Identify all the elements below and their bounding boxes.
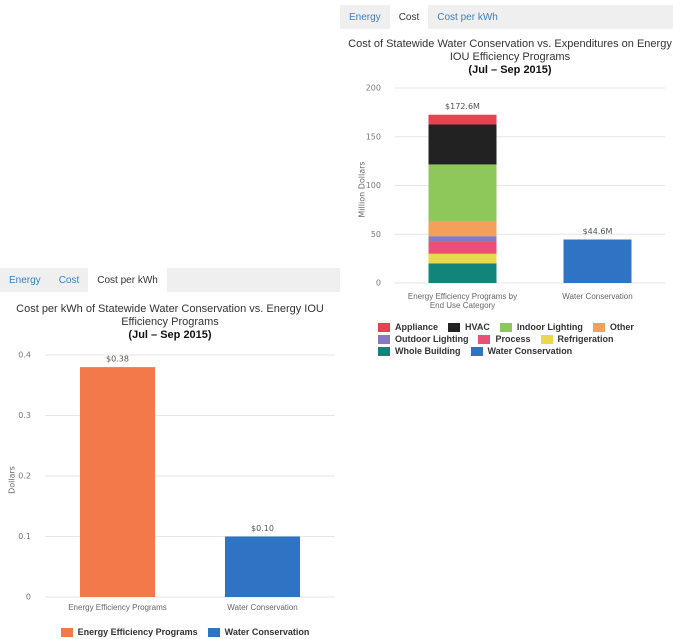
tab[interactable]: Energy xyxy=(9,274,41,286)
tab[interactable]: Cost per kWh xyxy=(437,11,498,23)
stack-total-label: $172.6M xyxy=(445,102,480,111)
bar xyxy=(80,367,155,597)
y-tick-label: 0.3 xyxy=(18,411,31,420)
bar xyxy=(428,263,497,283)
legend-item[interactable]: Process xyxy=(478,333,531,345)
legend-label: Water Conservation xyxy=(224,627,310,637)
chart-subtitle: (Jul – Sep 2015) xyxy=(128,329,212,341)
bar xyxy=(563,239,632,283)
legend-label: Refrigeration xyxy=(557,334,614,344)
bar xyxy=(428,114,497,125)
legend-item[interactable]: Outdoor Lighting xyxy=(378,333,468,345)
legend-item[interactable]: Indoor Lighting xyxy=(499,321,583,333)
legend-item[interactable]: HVAC xyxy=(448,321,490,333)
y-tick-label: 100 xyxy=(366,181,381,190)
legend-swatch xyxy=(592,322,605,332)
y-axis-title: Million Dollars xyxy=(358,161,367,217)
bar xyxy=(428,221,497,237)
x-tick-label: Water Conservation xyxy=(562,292,633,301)
y-tick-label: 0 xyxy=(26,593,31,602)
chart-title: Cost per kWh of Statewide Water Conserva… xyxy=(16,303,324,328)
legend-swatch xyxy=(470,346,483,356)
legend-swatch xyxy=(478,334,491,344)
legend-label: Water Conservation xyxy=(487,346,573,356)
legend-swatch xyxy=(378,346,390,356)
bar xyxy=(428,236,497,242)
legend-item[interactable]: Water Conservation xyxy=(470,345,573,357)
legend-swatch xyxy=(378,334,390,344)
legend-label: Energy Efficiency Programs xyxy=(77,627,198,637)
legend-item[interactable]: Refrigeration xyxy=(540,333,614,345)
legend-swatch xyxy=(448,322,461,332)
legend-label: Whole Building xyxy=(395,346,461,356)
legend-label: Other xyxy=(609,322,634,332)
bar xyxy=(428,164,497,222)
legend-item[interactable]: Energy Efficiency Programs xyxy=(60,626,198,638)
y-tick-label: 0.2 xyxy=(18,472,31,481)
tab[interactable]: Energy xyxy=(349,11,381,23)
y-tick-label: 0.4 xyxy=(18,351,31,360)
legend-swatch xyxy=(378,322,390,332)
tab-bar: Energy Cost Cost per kWh xyxy=(0,268,340,292)
legend: Energy Efficiency Programs Water Conserva… xyxy=(40,626,340,638)
x-tick-label: Energy Efficiency Programs xyxy=(68,603,167,612)
y-tick-label: 150 xyxy=(366,132,381,141)
y-axis-title: Dollars xyxy=(8,466,17,494)
chart-subtitle: (Jul – Sep 2015) xyxy=(468,64,552,76)
chart-title: Cost of Statewide Water Conservation vs.… xyxy=(348,38,672,63)
y-tick-label: 0.1 xyxy=(18,532,31,541)
legend-item[interactable]: Whole Building xyxy=(378,345,461,357)
legend-label: Appliance xyxy=(395,322,439,332)
tab[interactable]: Cost per kWh xyxy=(88,268,167,292)
legend-label: HVAC xyxy=(465,322,490,332)
bar xyxy=(428,253,497,264)
legend-swatch xyxy=(540,334,553,344)
bar xyxy=(225,536,300,597)
y-tick-label: 200 xyxy=(366,84,381,93)
legend-item[interactable]: Appliance xyxy=(378,321,438,333)
legend-label: Outdoor Lighting xyxy=(395,334,469,344)
legend-label: Indoor Lighting xyxy=(516,322,583,332)
tab[interactable]: Cost xyxy=(58,274,80,286)
legend-item[interactable]: Other xyxy=(592,321,634,333)
legend-swatch xyxy=(60,627,73,637)
legend-label: Process xyxy=(495,334,531,344)
data-label: $0.10 xyxy=(251,524,274,533)
legend: Appliance HVAC Indoor Lighting Other Outdoor… xyxy=(378,321,668,357)
legend-item[interactable]: Water Conservation xyxy=(207,626,310,638)
y-tick-label: 50 xyxy=(371,230,381,239)
tab[interactable]: Cost xyxy=(389,5,429,29)
x-tick-label: Water Conservation xyxy=(227,603,298,612)
data-label: $0.38 xyxy=(106,355,129,364)
x-tick-label: Energy Efficiency Programs by End Use Ca… xyxy=(407,292,518,310)
legend-swatch xyxy=(207,627,220,637)
tab-bar: Energy Cost Cost per kWh xyxy=(340,5,673,29)
y-tick-label: 0 xyxy=(376,279,381,288)
legend-swatch xyxy=(499,322,512,332)
bar xyxy=(428,124,497,165)
data-label: $44.6M xyxy=(583,227,613,236)
bar xyxy=(428,241,497,254)
